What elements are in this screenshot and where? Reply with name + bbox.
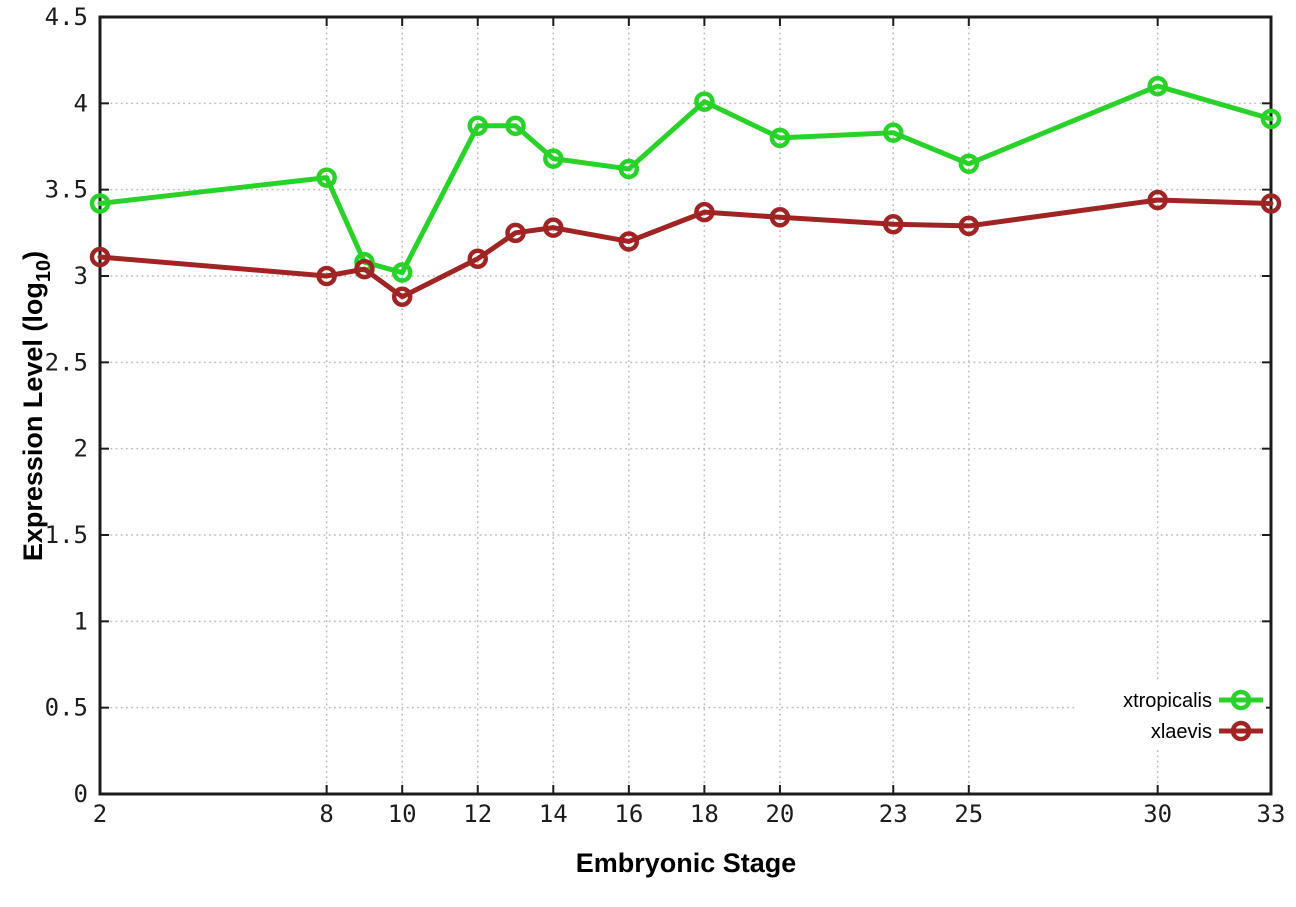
legend-entry-xlaevis: xlaevis	[1151, 720, 1263, 743]
y-tick-label: 2	[74, 435, 88, 463]
data-point-xlaevis	[89, 246, 111, 268]
x-tick-label: 16	[614, 800, 643, 828]
data-point-xtropicalis	[505, 115, 526, 137]
data-point-xlaevis	[391, 286, 413, 307]
data-point-xtropicalis	[316, 167, 337, 188]
series-line-xlaevis	[97, 197, 1274, 300]
y-tick-label: 3	[74, 262, 88, 290]
legend-entry-xtropicalis: xtropicalis	[1123, 689, 1263, 712]
y-axis-title-close: )	[18, 251, 48, 260]
data-point-xtropicalis	[618, 158, 640, 180]
y-tick-label: 1.5	[45, 521, 88, 549]
data-point-xtropicalis	[391, 262, 413, 283]
axes-layer	[98, 15, 1273, 796]
data-point-xtropicalis	[1260, 108, 1282, 130]
y-tick-label: 1	[74, 607, 88, 635]
data-point-xtropicalis	[1147, 75, 1168, 97]
y-tick-label: 0	[74, 780, 88, 808]
y-tick-label: 2.5	[45, 348, 88, 376]
data-point-xlaevis	[958, 215, 980, 237]
data-point-xtropicalis	[883, 122, 904, 143]
tick-label-layer: 2 8 10 12 14 16 18 20 23 25 30 33 0 0.5 1 1.5 2 2.5 3 3.5 4 4…	[45, 3, 1286, 828]
data-point-xlaevis	[769, 207, 791, 228]
data-point-xtropicalis	[694, 91, 715, 112]
data-point-xtropicalis	[958, 153, 980, 175]
data-point-xlaevis	[618, 231, 640, 252]
x-axis-title: Embryonic Stage	[576, 848, 797, 878]
data-point-xtropicalis	[467, 115, 488, 137]
x-tick-label: 20	[765, 800, 794, 828]
x-tick-label: 30	[1143, 800, 1172, 828]
x-tick-label: 8	[319, 800, 333, 828]
data-point-xlaevis	[1260, 193, 1282, 214]
series-layer	[89, 75, 1282, 307]
data-point-xtropicalis	[89, 193, 111, 214]
legend-label-xtropicalis: xtropicalis	[1123, 690, 1212, 712]
legend: xtropicalis xlaevis	[1076, 681, 1266, 749]
y-tick-label: 0.5	[45, 694, 88, 722]
legend-label-xlaevis: xlaevis	[1151, 721, 1212, 743]
data-point-xlaevis	[1147, 189, 1168, 211]
data-point-xtropicalis	[769, 127, 791, 149]
y-axis-title: Expression Level (log10)	[18, 251, 55, 561]
data-point-xlaevis	[467, 248, 488, 269]
plot-border	[98, 15, 1273, 796]
legend-marker-icon-xlaevis	[1230, 720, 1252, 742]
data-point-xlaevis	[316, 265, 337, 287]
data-point-xlaevis	[354, 258, 375, 280]
y-axis-title-subscript: 10	[33, 260, 55, 282]
data-point-xlaevis	[543, 217, 564, 238]
y-tick-label: 4	[74, 89, 88, 117]
x-tick-label: 18	[690, 800, 719, 828]
y-axis-title-main: Expression Level (log	[18, 282, 48, 561]
x-tick-label: 10	[388, 800, 417, 828]
x-tick-label: 33	[1257, 800, 1286, 828]
y-tick-label: 4.5	[45, 3, 88, 31]
x-tick-label: 25	[954, 800, 983, 828]
data-point-xtropicalis	[543, 148, 564, 169]
x-tick-label: 23	[879, 800, 908, 828]
data-point-xlaevis	[883, 213, 904, 235]
data-point-xlaevis	[694, 201, 715, 223]
legend-marker-icon-xtropicalis	[1230, 689, 1252, 711]
x-tick-label: 12	[463, 800, 492, 828]
x-tick-label: 2	[93, 800, 107, 828]
series-xlaevis	[89, 189, 1282, 307]
series-line-xtropicalis	[97, 83, 1274, 276]
series-xtropicalis	[89, 75, 1282, 283]
x-tick-label: 14	[539, 800, 568, 828]
y-tick-label: 3.5	[45, 176, 88, 204]
data-point-xlaevis	[505, 222, 526, 244]
grid-layer	[99, 16, 1272, 795]
